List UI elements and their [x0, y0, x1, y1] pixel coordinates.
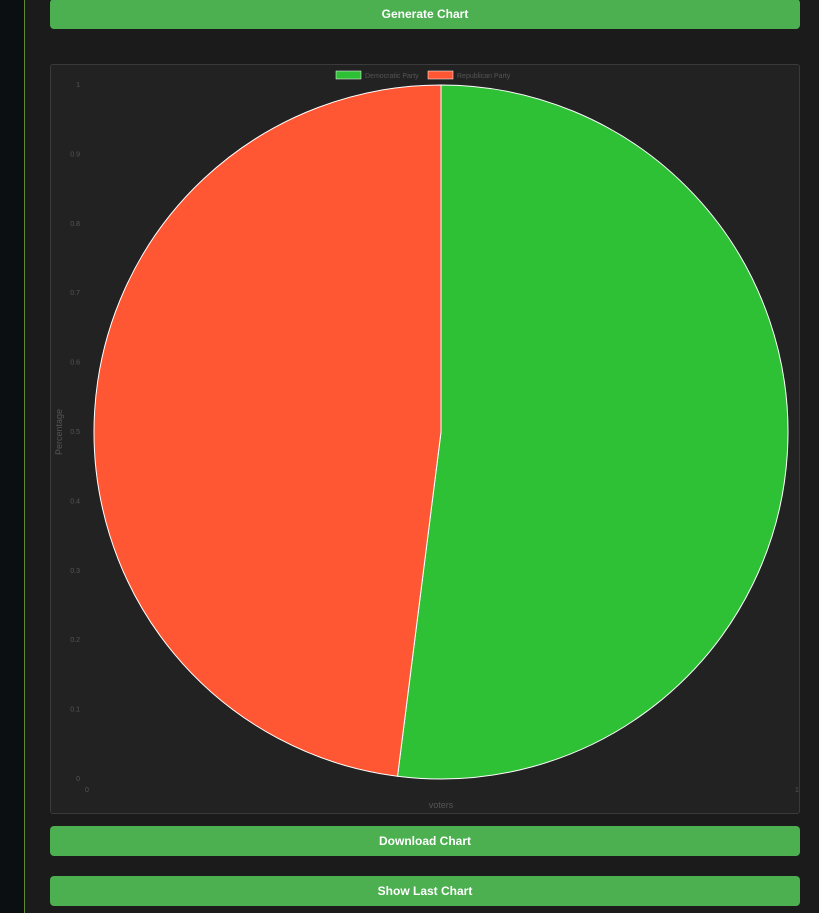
legend-label-democratic: Democratic Party	[365, 73, 419, 80]
y-tick-label: 0.5	[70, 429, 80, 436]
legend-swatch-democratic[interactable]	[335, 70, 362, 80]
x-tick-label: 0	[85, 787, 89, 794]
legend: Democratic Party Republican Party	[335, 70, 511, 80]
pie-chart: Democratic Party Republican Party 0 0.1 0.2…	[54, 70, 799, 810]
democratic-party-slice[interactable]	[396, 84, 789, 780]
x-tick-label: 1	[795, 787, 799, 794]
left-rail	[0, 0, 25, 913]
y-axis-title: Percentage	[54, 409, 64, 455]
legend-swatch-republican[interactable]	[427, 70, 454, 80]
y-tick-label: 1	[76, 82, 80, 89]
y-tick-label: 0	[76, 776, 80, 783]
pie-slices	[93, 84, 789, 780]
y-tick-label: 0.7	[70, 290, 80, 297]
y-tick-label: 0.1	[70, 707, 80, 714]
generate-chart-button[interactable]: Generate Chart	[50, 0, 800, 29]
y-tick-label: 0.8	[70, 221, 80, 228]
y-tick-label: 0.9	[70, 151, 80, 158]
show-last-chart-button[interactable]: Show Last Chart	[50, 876, 800, 906]
axes: 0 0.1 0.2 0.3 0.4 0.5 0.6 0.7 0.8 0.9 1 0 1	[70, 82, 799, 794]
y-tick-label: 0.2	[70, 637, 80, 644]
legend-label-republican: Republican Party	[457, 73, 511, 80]
republican-party-slice[interactable]	[93, 84, 442, 777]
chart-panel: Democratic Party Republican Party 0 0.1 0.2…	[50, 64, 800, 814]
x-axis-title: voters	[429, 800, 454, 810]
y-tick-label: 0.3	[70, 568, 80, 575]
download-chart-button[interactable]: Download Chart	[50, 826, 800, 856]
y-tick-label: 0.6	[70, 360, 80, 367]
y-tick-label: 0.4	[70, 498, 80, 505]
